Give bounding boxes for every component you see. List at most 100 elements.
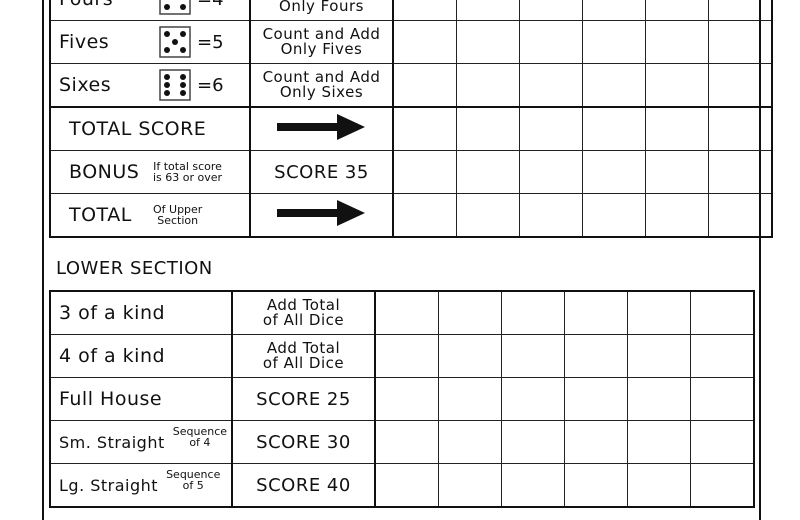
score-cell[interactable] (582, 0, 646, 21)
score-cell[interactable] (627, 420, 691, 464)
table-row: Fives =5 Count and Add Only Fives (49, 20, 773, 64)
score-cell[interactable] (582, 150, 646, 194)
score-cell[interactable] (374, 334, 439, 378)
score-cell[interactable] (708, 150, 773, 194)
score-cell[interactable] (392, 106, 457, 151)
text-line: SCORE 25 (256, 388, 351, 410)
score-cell[interactable] (708, 20, 773, 64)
score-cell[interactable] (564, 334, 628, 378)
row-label: 4 of a kind (59, 345, 166, 367)
text-line: Only Sixes (279, 83, 364, 101)
score-cell[interactable] (645, 150, 709, 194)
text-line: Section (157, 214, 199, 227)
score-cell[interactable] (456, 20, 520, 64)
score-cell[interactable] (501, 420, 565, 464)
score-cell[interactable] (374, 463, 439, 508)
score-cell[interactable] (392, 150, 457, 194)
text-line: Of Upper (153, 203, 203, 216)
row-label: BONUS (69, 161, 140, 183)
score-cell[interactable] (645, 63, 709, 108)
score-cell[interactable] (627, 290, 691, 335)
score-cell[interactable] (708, 106, 773, 151)
score-cell[interactable] (456, 150, 520, 194)
score-cell[interactable] (645, 20, 709, 64)
score-cell[interactable] (501, 290, 565, 335)
score-cell[interactable] (708, 63, 773, 108)
score-cell[interactable] (582, 106, 646, 151)
score-cell[interactable] (519, 106, 583, 151)
text-line: Sequence (172, 425, 228, 438)
score-cell[interactable] (374, 377, 439, 421)
score-cell[interactable] (708, 193, 773, 238)
text-line: Only Fives (280, 40, 363, 58)
row-label: TOTAL (69, 204, 132, 226)
score-cell[interactable] (519, 20, 583, 64)
score-cell[interactable] (582, 193, 646, 238)
text-line: Count and Add (262, 25, 381, 43)
score-cell[interactable] (519, 193, 583, 238)
lower-section-title: LOWER SECTION (56, 258, 213, 279)
score-cell[interactable] (392, 63, 457, 108)
score-cell[interactable] (392, 193, 457, 238)
score-cell[interactable] (519, 63, 583, 108)
score-cell[interactable] (582, 63, 646, 108)
score-cell[interactable] (582, 20, 646, 64)
score-cell[interactable] (645, 193, 709, 238)
table-row: TOTAL SCORE (49, 106, 773, 151)
score-cell[interactable] (627, 463, 691, 508)
score-cell[interactable] (627, 377, 691, 421)
score-cell[interactable] (690, 420, 755, 464)
lower-section-table: 3 of a kind Add Total of All Dice 4 of a ki… (49, 290, 755, 508)
score-cell[interactable] (564, 290, 628, 335)
score-cell[interactable] (392, 0, 457, 21)
row-label: Full House (59, 388, 163, 410)
bonus-score: SCORE 35 (249, 150, 394, 194)
score-cell[interactable] (456, 106, 520, 151)
score-cell[interactable] (392, 20, 457, 64)
score-cell[interactable] (627, 334, 691, 378)
score-cell[interactable] (645, 106, 709, 151)
die-5-icon (159, 26, 191, 58)
table-row: Lg. Straight Sequence of 5 SCORE 40 (49, 463, 755, 508)
text-line: If total score (153, 160, 222, 173)
score-cell[interactable] (438, 463, 502, 508)
score-cell[interactable] (519, 150, 583, 194)
score-cell[interactable] (456, 193, 520, 238)
score-cell[interactable] (645, 0, 709, 21)
score-cell[interactable] (438, 290, 502, 335)
score-cell[interactable] (501, 334, 565, 378)
score-cell[interactable] (374, 420, 439, 464)
score-cell[interactable] (456, 63, 520, 108)
score-cell[interactable] (501, 463, 565, 508)
table-row: 4 of a kind Add Total of All Dice (49, 334, 755, 378)
text-line: Count and Add (262, 68, 381, 86)
score-cell[interactable] (690, 377, 755, 421)
row-label: TOTAL SCORE (49, 106, 251, 151)
score-cell[interactable] (564, 420, 628, 464)
die-4-icon (159, 0, 191, 15)
text-line: of 5 (182, 479, 204, 492)
score-cell[interactable] (564, 463, 628, 508)
score-cell[interactable] (374, 290, 439, 335)
text-line: of All Dice (262, 311, 345, 329)
score-cell[interactable] (501, 377, 565, 421)
score-cell[interactable] (690, 290, 755, 335)
score-cell[interactable] (690, 463, 755, 508)
die-6-icon (159, 69, 191, 101)
score-cell[interactable] (519, 0, 583, 21)
text-line: of All Dice (262, 354, 345, 372)
table-row: Sm. Straight Sequence of 4 SCORE 30 (49, 420, 755, 464)
dice-equals: =4 (197, 0, 224, 10)
score-cell[interactable] (708, 0, 773, 21)
score-cell[interactable] (456, 0, 520, 21)
table-row: Full House SCORE 25 (49, 377, 755, 421)
arrow-right-icon (276, 114, 365, 140)
score-cell[interactable] (438, 377, 502, 421)
score-cell[interactable] (438, 334, 502, 378)
upper-section-table: Fours =4 Count and Add Only Fours Fives =5 Cou… (49, 0, 773, 238)
score-cell[interactable] (564, 377, 628, 421)
text-line: of 4 (189, 436, 211, 449)
score-cell[interactable] (438, 420, 502, 464)
score-cell[interactable] (690, 334, 755, 378)
